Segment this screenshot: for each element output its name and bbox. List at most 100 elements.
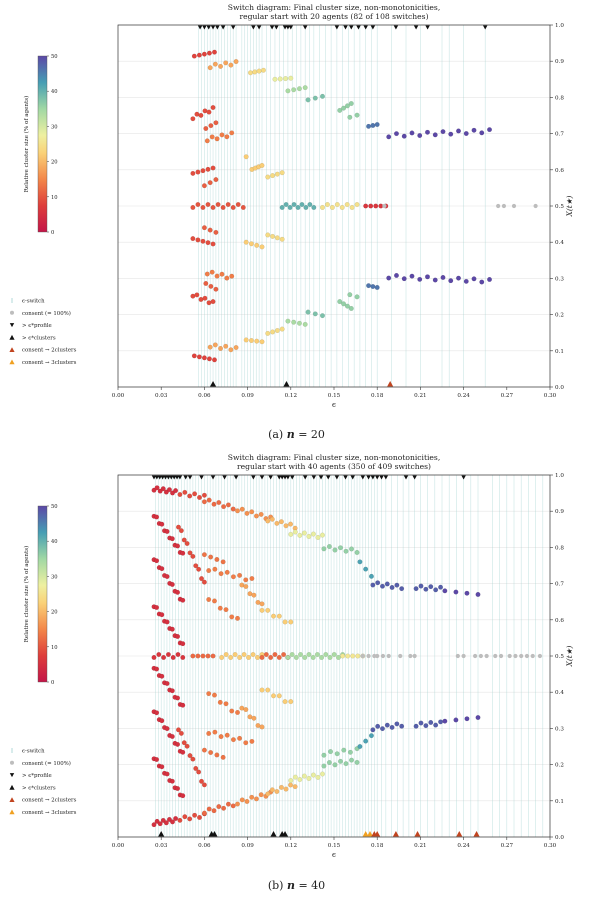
c1-cluster-point [225,801,231,807]
c1-legend-label: > ϵ*clusters [22,785,56,791]
c0-cluster-point [194,111,200,117]
c0-cluster-point [341,301,347,307]
c1-cluster-point [208,554,214,560]
c1-cluster-point [310,654,316,660]
c1-cluster-point [288,782,294,788]
c0-cluster-point [210,165,216,171]
c0-cluster-point [265,232,271,238]
c0-legend-swatch [9,334,15,340]
c0-cluster-point [456,128,461,134]
c0-cluster-point [196,52,202,58]
c0-colorbar-label: Relative cluster size (% of agents) [23,96,30,193]
c1-colorbar-tick-label: 20 [51,610,58,616]
c0-cluster-point [230,204,236,210]
c1-cluster-point [163,820,169,826]
c1-cluster-point [320,532,325,538]
c1-consent-point [478,653,483,659]
c1-cluster-point [237,735,243,741]
c0-cluster-point [347,292,353,298]
c0-legend-swatch [10,310,14,315]
c0-profile-marker [220,25,226,30]
c1-consent-point [372,653,377,659]
chart-title-b-line1: Switch diagram: Final cluster size, non-… [227,453,441,462]
c1-cluster-point [251,715,257,721]
c1-cluster-point [151,822,157,828]
c0-cluster-point [219,271,225,277]
c0-cluster-point [207,65,213,71]
c1-cluster-point [293,654,299,660]
c0-cluster-point [190,204,196,210]
c0-cluster-point [233,345,239,350]
c1-cluster-point [166,487,172,493]
c0-cluster-point [291,202,297,208]
c1-cluster-point [343,548,349,554]
c0-x-tick-label: 0.27 [501,393,514,399]
c0-cluster-point [307,202,313,208]
c0-cluster-point [202,108,208,114]
c1-x-tick-label: 0.24 [457,843,470,849]
c0-colorbar-tick-label: 30 [51,124,58,130]
c1-cluster-point [389,585,395,590]
c1-cluster-point [253,513,259,519]
c1-cluster-point [268,654,274,660]
c1-profile-marker [285,475,291,480]
c1-x-tick-label: 0.09 [241,843,254,849]
c1-cluster-point [269,516,275,522]
c1-cluster-point [201,782,207,788]
caption-b-n: n [286,879,295,892]
c1-cluster-point [338,545,343,551]
c1-profile-marker [383,475,389,480]
c0-cluster-point [334,202,340,208]
c0-cluster-point [191,353,197,359]
c1-cluster-point [354,550,360,555]
c0-cluster-point [265,330,271,336]
c0-cluster-point [312,311,318,317]
c1-cluster-point [442,718,448,724]
c0-legend-label: consent → 3clusters [22,360,77,366]
c1-profile-marker [412,475,417,480]
c0-cluster-point [190,293,196,299]
c1-cluster-point [244,799,250,804]
c1-cluster-point [157,821,163,827]
c1-x-axis-label: ϵ [332,851,336,859]
c1-cluster-point [177,492,183,497]
c0-cluster-point [283,76,288,82]
c1-cluster-point [235,801,240,807]
c1-cluster-point [384,722,390,728]
c1-cluster-point [263,652,269,658]
c1-cluster-point [249,794,255,800]
c1-legend-swatch [9,809,15,815]
c1-y-tick-label: 0.5 [555,654,564,660]
c1-cluster-point [206,806,212,812]
c1-cluster-point [399,586,405,592]
c1-cluster-points [151,485,481,828]
c0-cluster-point [305,97,311,103]
c0-cluster-point [206,356,212,362]
c1-cluster-point [306,533,312,539]
c0-cluster-marker [283,381,290,387]
c0-profile-marker [343,25,348,30]
c0-profile-marker [425,25,430,30]
c1-y-tick-label: 0.0 [555,835,564,841]
c1-cluster-point [259,687,265,693]
c1-cluster-point [249,576,255,581]
c1-cluster-marker [282,831,289,837]
c1-cluster-point [433,722,439,728]
c1-cluster-point [354,759,360,765]
c0-cluster-point [201,355,207,361]
c1-cluster-point [370,582,376,588]
c1-cluster-point [292,529,298,535]
c0-cluster-point [208,283,214,289]
c0-cluster-point [463,278,469,284]
c0-cluster-point [212,49,217,55]
c1-cluster-point [265,791,271,797]
c1-cluster-point [173,488,179,494]
chart-title-a-line2: regular start with 20 agents (82 of 108 … [239,12,429,22]
c0-cluster-point [200,168,206,174]
c1-legend-swatch [10,760,14,765]
c0-profile-marker [413,25,419,30]
c1-profile-marker [251,475,256,480]
c1-cluster-point [197,815,202,820]
c1-cluster-point [276,613,282,619]
c0-cluster-point [212,342,218,348]
